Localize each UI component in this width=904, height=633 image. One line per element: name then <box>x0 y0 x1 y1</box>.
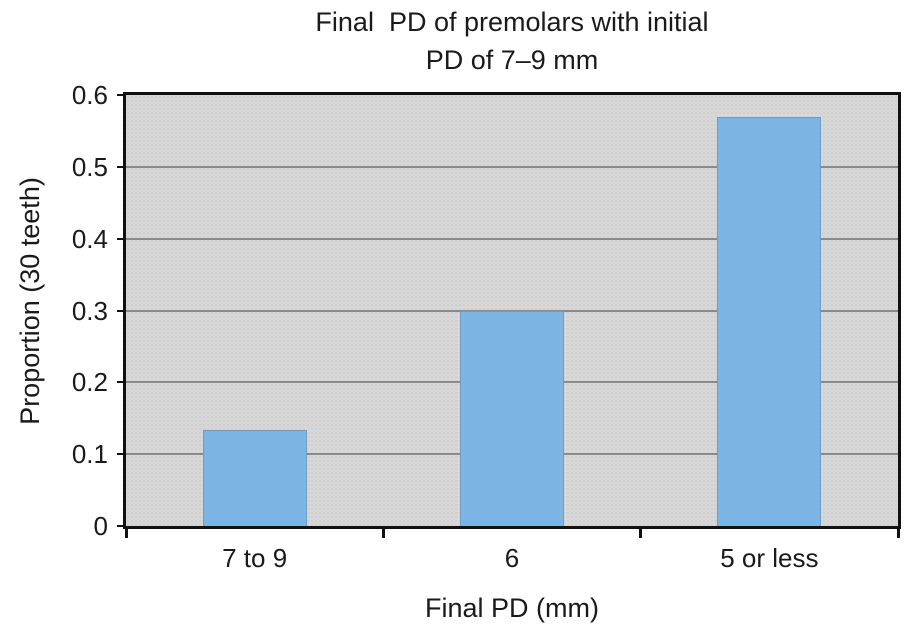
bar-5 or less <box>717 116 822 526</box>
x-tick-mark <box>896 529 900 538</box>
gridline <box>126 237 898 240</box>
x-tick-mark <box>124 529 128 538</box>
y-tick-label: 0.1 <box>71 439 108 470</box>
y-tick-label: 0.2 <box>71 367 108 398</box>
chart-title-line-1: Final PD of premolars with initial <box>315 7 709 37</box>
x-tick-mark <box>639 529 643 538</box>
x-tick-mark <box>381 529 385 538</box>
y-tick-label: 0.4 <box>71 223 108 254</box>
y-tick-mark <box>117 309 126 312</box>
y-tick-mark <box>117 94 126 96</box>
y-tick-mark <box>117 453 126 456</box>
y-tick-mark <box>117 381 126 384</box>
x-tick-label-7 to 9: 7 to 9 <box>222 543 288 573</box>
y-tick-label: 0.3 <box>71 295 108 326</box>
y-tick-label: 0.6 <box>71 80 108 110</box>
gridline <box>126 165 898 168</box>
y-tick-mark <box>117 237 126 240</box>
y-tick-mark <box>117 525 126 527</box>
x-tick-label-5 or less: 5 or less <box>720 543 819 573</box>
x-tick-label-6: 6 <box>504 543 520 573</box>
y-tick-label: 0 <box>93 511 108 541</box>
chart-title: Final PD of premolars with initial PD of… <box>123 3 901 79</box>
x-axis-title: Final PD (mm) <box>425 593 599 623</box>
bar-7 to 9 <box>202 430 307 526</box>
y-tick-label: 0.5 <box>71 151 108 182</box>
plot-area <box>123 92 901 529</box>
y-tick-mark <box>117 165 126 168</box>
chart-title-line-2: PD of 7–9 mm <box>425 45 599 75</box>
bar-6 <box>460 310 564 526</box>
